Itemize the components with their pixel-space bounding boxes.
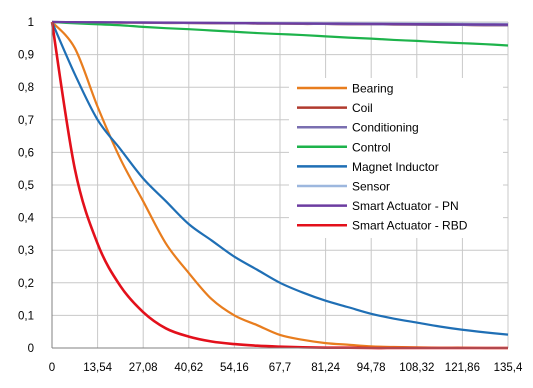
y-tick-label: 0,7 — [18, 115, 34, 127]
y-tick-label: 0,8 — [18, 82, 34, 94]
y-tick-label: 1 — [28, 17, 34, 29]
y-tick-label: 0 — [28, 343, 34, 355]
legend-label-magnet-inductor: Magnet Inductor — [352, 160, 439, 174]
x-tick-label: 13,54 — [83, 362, 112, 374]
x-tick-label: 135,4 — [494, 362, 523, 374]
y-tick-label: 0,6 — [18, 147, 34, 159]
axes: 0 0,1 0,2 0,3 0,4 0,5 0,6 0,7 0,8 0,9 1 0 13,54 27,08… — [18, 17, 523, 374]
legend-label-control: Control — [352, 140, 391, 154]
x-tick-label: 40,62 — [174, 362, 203, 374]
x-tick-label: 54,16 — [220, 362, 249, 374]
y-tick-label: 0,1 — [18, 310, 34, 322]
x-tick-label: 121,86 — [445, 362, 480, 374]
x-tick-label: 0 — [49, 362, 55, 374]
series-line-magnet-inductor — [50, 21, 509, 336]
y-tick-label: 0,3 — [18, 245, 34, 257]
x-tick-label: 94,78 — [357, 362, 386, 374]
y-tick-label: 0,4 — [18, 213, 35, 225]
legend-label-sensor: Sensor — [352, 180, 390, 194]
x-tick-label: 81,24 — [311, 362, 340, 374]
y-tick-label: 0,5 — [18, 180, 34, 192]
x-tick-label: 108,32 — [399, 362, 434, 374]
x-tick-label: 27,08 — [129, 362, 158, 374]
series-line-smart-actuator-pn — [51, 20, 509, 26]
legend: Bearing Coil Conditioning Control Magnet Ind… — [289, 78, 503, 238]
legend-label-smart-actuator-pn: Smart Actuator - PN — [352, 199, 459, 213]
legend-label-bearing: Bearing — [352, 82, 393, 96]
legend-label-conditioning: Conditioning — [352, 121, 419, 135]
y-tick-label: 0,9 — [18, 50, 34, 62]
legend-label-coil: Coil — [352, 101, 373, 115]
series-line-control — [51, 20, 509, 47]
x-tick-label: 67,7 — [269, 362, 291, 374]
legend-box — [289, 78, 503, 238]
y-tick-label: 0,2 — [18, 278, 34, 290]
legend-label-smart-actuator-rbd: Smart Actuator - RBD — [352, 219, 468, 233]
